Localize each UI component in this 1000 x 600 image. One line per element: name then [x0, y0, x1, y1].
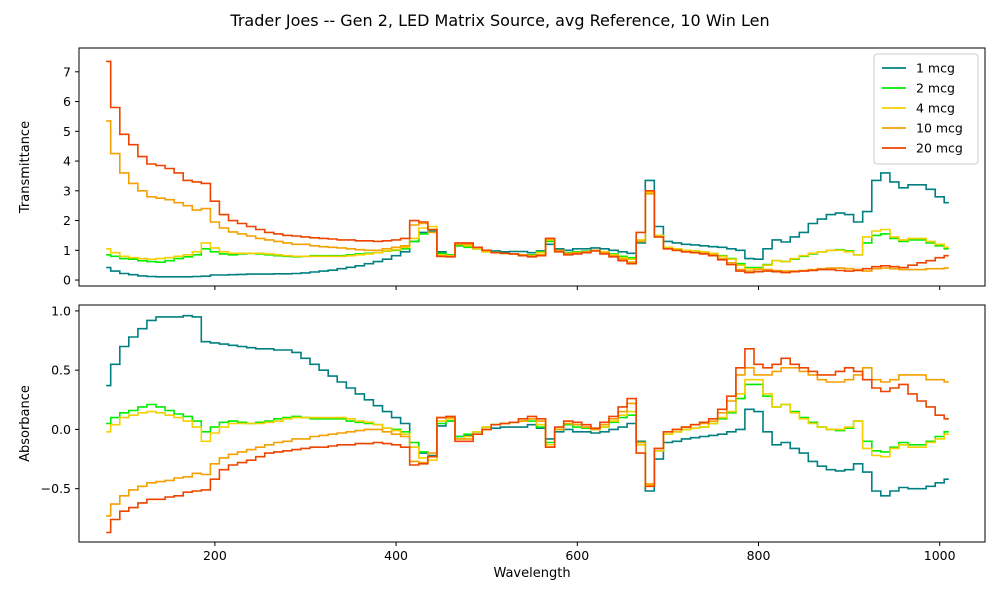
- legend-label: 20 mcg: [916, 141, 963, 156]
- figure-title: Trader Joes -- Gen 2, LED Matrix Source,…: [229, 11, 769, 30]
- x-tick-label: 400: [384, 548, 408, 563]
- y-tick-label: 5: [63, 124, 71, 139]
- y-tick-label: 1: [63, 243, 71, 258]
- legend-label: 2 mcg: [916, 81, 955, 96]
- transmittance-plot: 0 1 2 3 4 5 6 7 Transmittance 1 mcg 2 mcg 4 mcg 10 m…: [18, 47, 986, 290]
- legend-item: 10 mcg: [882, 121, 963, 136]
- plot-frame: [78, 304, 986, 543]
- x-tick-label: 200: [203, 548, 227, 563]
- y-tick-label: 0.5: [51, 363, 71, 378]
- y-tick-label: 0: [63, 273, 71, 288]
- y-tick-label: 3: [63, 183, 71, 198]
- legend-item: 20 mcg: [882, 141, 963, 156]
- plot-frame: [78, 47, 986, 287]
- series-line-10-mcg: [106, 367, 949, 517]
- legend-box: [873, 53, 979, 165]
- series-line-20-mcg: [106, 60, 949, 274]
- x-tick-label: 600: [565, 548, 589, 563]
- y-axis-label: Transmittance: [18, 121, 33, 214]
- absorbance-plot: −0.5 0.0 0.5 1.0 200 400 600 800 1000 Absorbance W…: [18, 303, 986, 581]
- legend-item: 1 mcg: [882, 61, 955, 76]
- x-tick-label: 800: [747, 548, 771, 563]
- legend-item: 2 mcg: [882, 81, 955, 96]
- x-axis-label: Wavelength: [493, 566, 570, 581]
- y-tick-label: 2: [63, 213, 71, 228]
- series-line-4-mcg: [106, 191, 949, 270]
- series-line-10-mcg: [106, 120, 949, 272]
- series-line-2-mcg: [106, 383, 949, 486]
- legend-item: 4 mcg: [882, 101, 955, 116]
- legend-label: 10 mcg: [916, 121, 963, 136]
- series-line-1-mcg: [106, 172, 949, 278]
- y-tick-label: 6: [63, 94, 71, 109]
- y-tick-label: 1.0: [51, 303, 71, 318]
- y-tick-label: 0.0: [51, 422, 71, 437]
- legend: 1 mcg 2 mcg 4 mcg 10 mcg 20 mcg: [873, 53, 979, 165]
- y-tick-label: −0.5: [41, 481, 71, 496]
- series-line-20-mcg: [106, 348, 949, 534]
- legend-label: 1 mcg: [916, 61, 955, 76]
- y-axis-label: Absorbance: [18, 385, 33, 462]
- series-line-1-mcg: [106, 314, 949, 497]
- y-tick-label: 4: [63, 154, 71, 169]
- legend-label: 4 mcg: [916, 101, 955, 116]
- series-line-4-mcg: [106, 378, 949, 486]
- y-tick-label: 7: [63, 64, 71, 79]
- x-tick-label: 1000: [924, 548, 956, 563]
